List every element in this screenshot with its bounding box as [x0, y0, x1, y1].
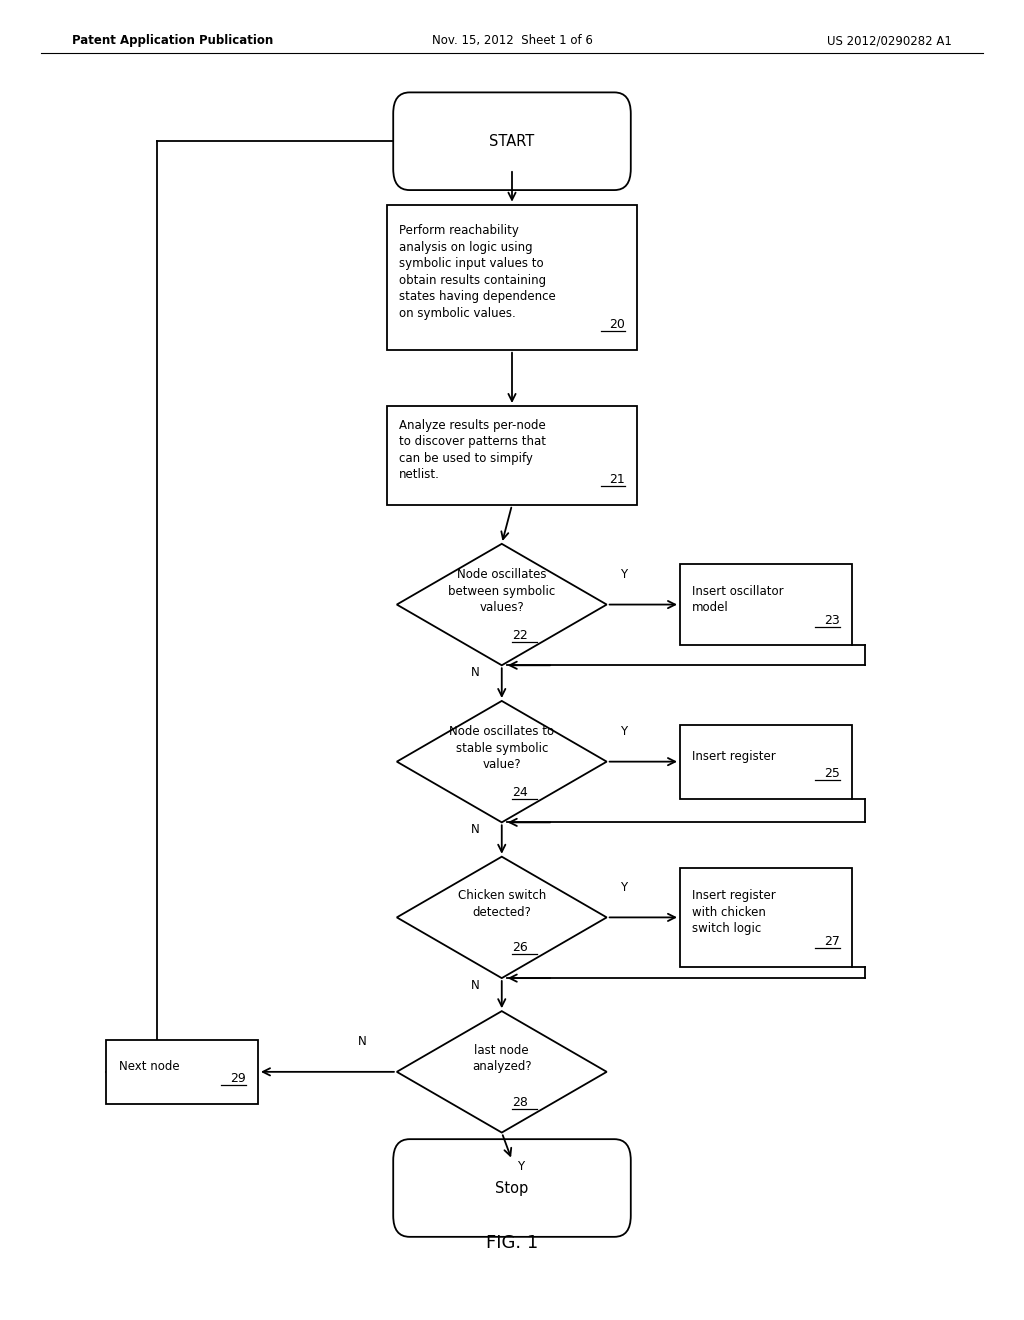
Text: Insert register
with chicken
switch logic: Insert register with chicken switch logi… [692, 890, 776, 935]
Text: 26: 26 [512, 941, 527, 954]
Text: Insert oscillator
model: Insert oscillator model [692, 585, 783, 614]
Bar [387, 407, 637, 504]
Text: 20: 20 [609, 318, 625, 331]
Bar [387, 205, 637, 350]
Text: Patent Application Publication: Patent Application Publication [72, 34, 273, 48]
Text: Nov. 15, 2012  Sheet 1 of 6: Nov. 15, 2012 Sheet 1 of 6 [431, 34, 593, 48]
Text: FIG. 1: FIG. 1 [485, 1234, 539, 1253]
Polygon shape [397, 1011, 606, 1133]
Text: 22: 22 [512, 628, 527, 642]
Text: Y: Y [621, 568, 627, 581]
Text: START: START [489, 133, 535, 149]
FancyBboxPatch shape [393, 92, 631, 190]
Text: N: N [358, 1035, 367, 1048]
Text: 27: 27 [823, 936, 840, 948]
Text: 21: 21 [609, 474, 625, 486]
Bar [680, 869, 852, 966]
Text: Y: Y [517, 1159, 524, 1172]
Text: Perform reachability
analysis on logic using
symbolic input values to
obtain res: Perform reachability analysis on logic u… [399, 224, 556, 319]
Text: Chicken switch
detected?: Chicken switch detected? [458, 890, 546, 919]
Text: N: N [471, 665, 480, 678]
Text: 24: 24 [512, 785, 527, 799]
Text: 23: 23 [824, 614, 840, 627]
FancyBboxPatch shape [393, 1139, 631, 1237]
Text: 28: 28 [512, 1096, 528, 1109]
Bar [680, 564, 852, 645]
Text: Insert register: Insert register [692, 750, 776, 763]
Text: Y: Y [621, 880, 627, 894]
Bar [680, 725, 852, 799]
Polygon shape [397, 701, 606, 822]
Text: Stop: Stop [496, 1180, 528, 1196]
Text: Analyze results per-node
to discover patterns that
can be used to simpify
netlis: Analyze results per-node to discover pat… [399, 418, 546, 482]
Text: Node oscillates to
stable symbolic
value?: Node oscillates to stable symbolic value… [450, 726, 554, 771]
Text: N: N [471, 822, 480, 836]
Text: last node
analyzed?: last node analyzed? [472, 1044, 531, 1073]
Text: Next node: Next node [119, 1060, 179, 1073]
Text: US 2012/0290282 A1: US 2012/0290282 A1 [827, 34, 952, 48]
Text: Node oscillates
between symbolic
values?: Node oscillates between symbolic values? [449, 569, 555, 614]
Bar [106, 1040, 258, 1104]
Polygon shape [397, 544, 606, 665]
Text: 25: 25 [823, 767, 840, 780]
Text: 29: 29 [230, 1072, 246, 1085]
Polygon shape [397, 857, 606, 978]
Text: Y: Y [621, 725, 627, 738]
Text: N: N [471, 978, 480, 991]
